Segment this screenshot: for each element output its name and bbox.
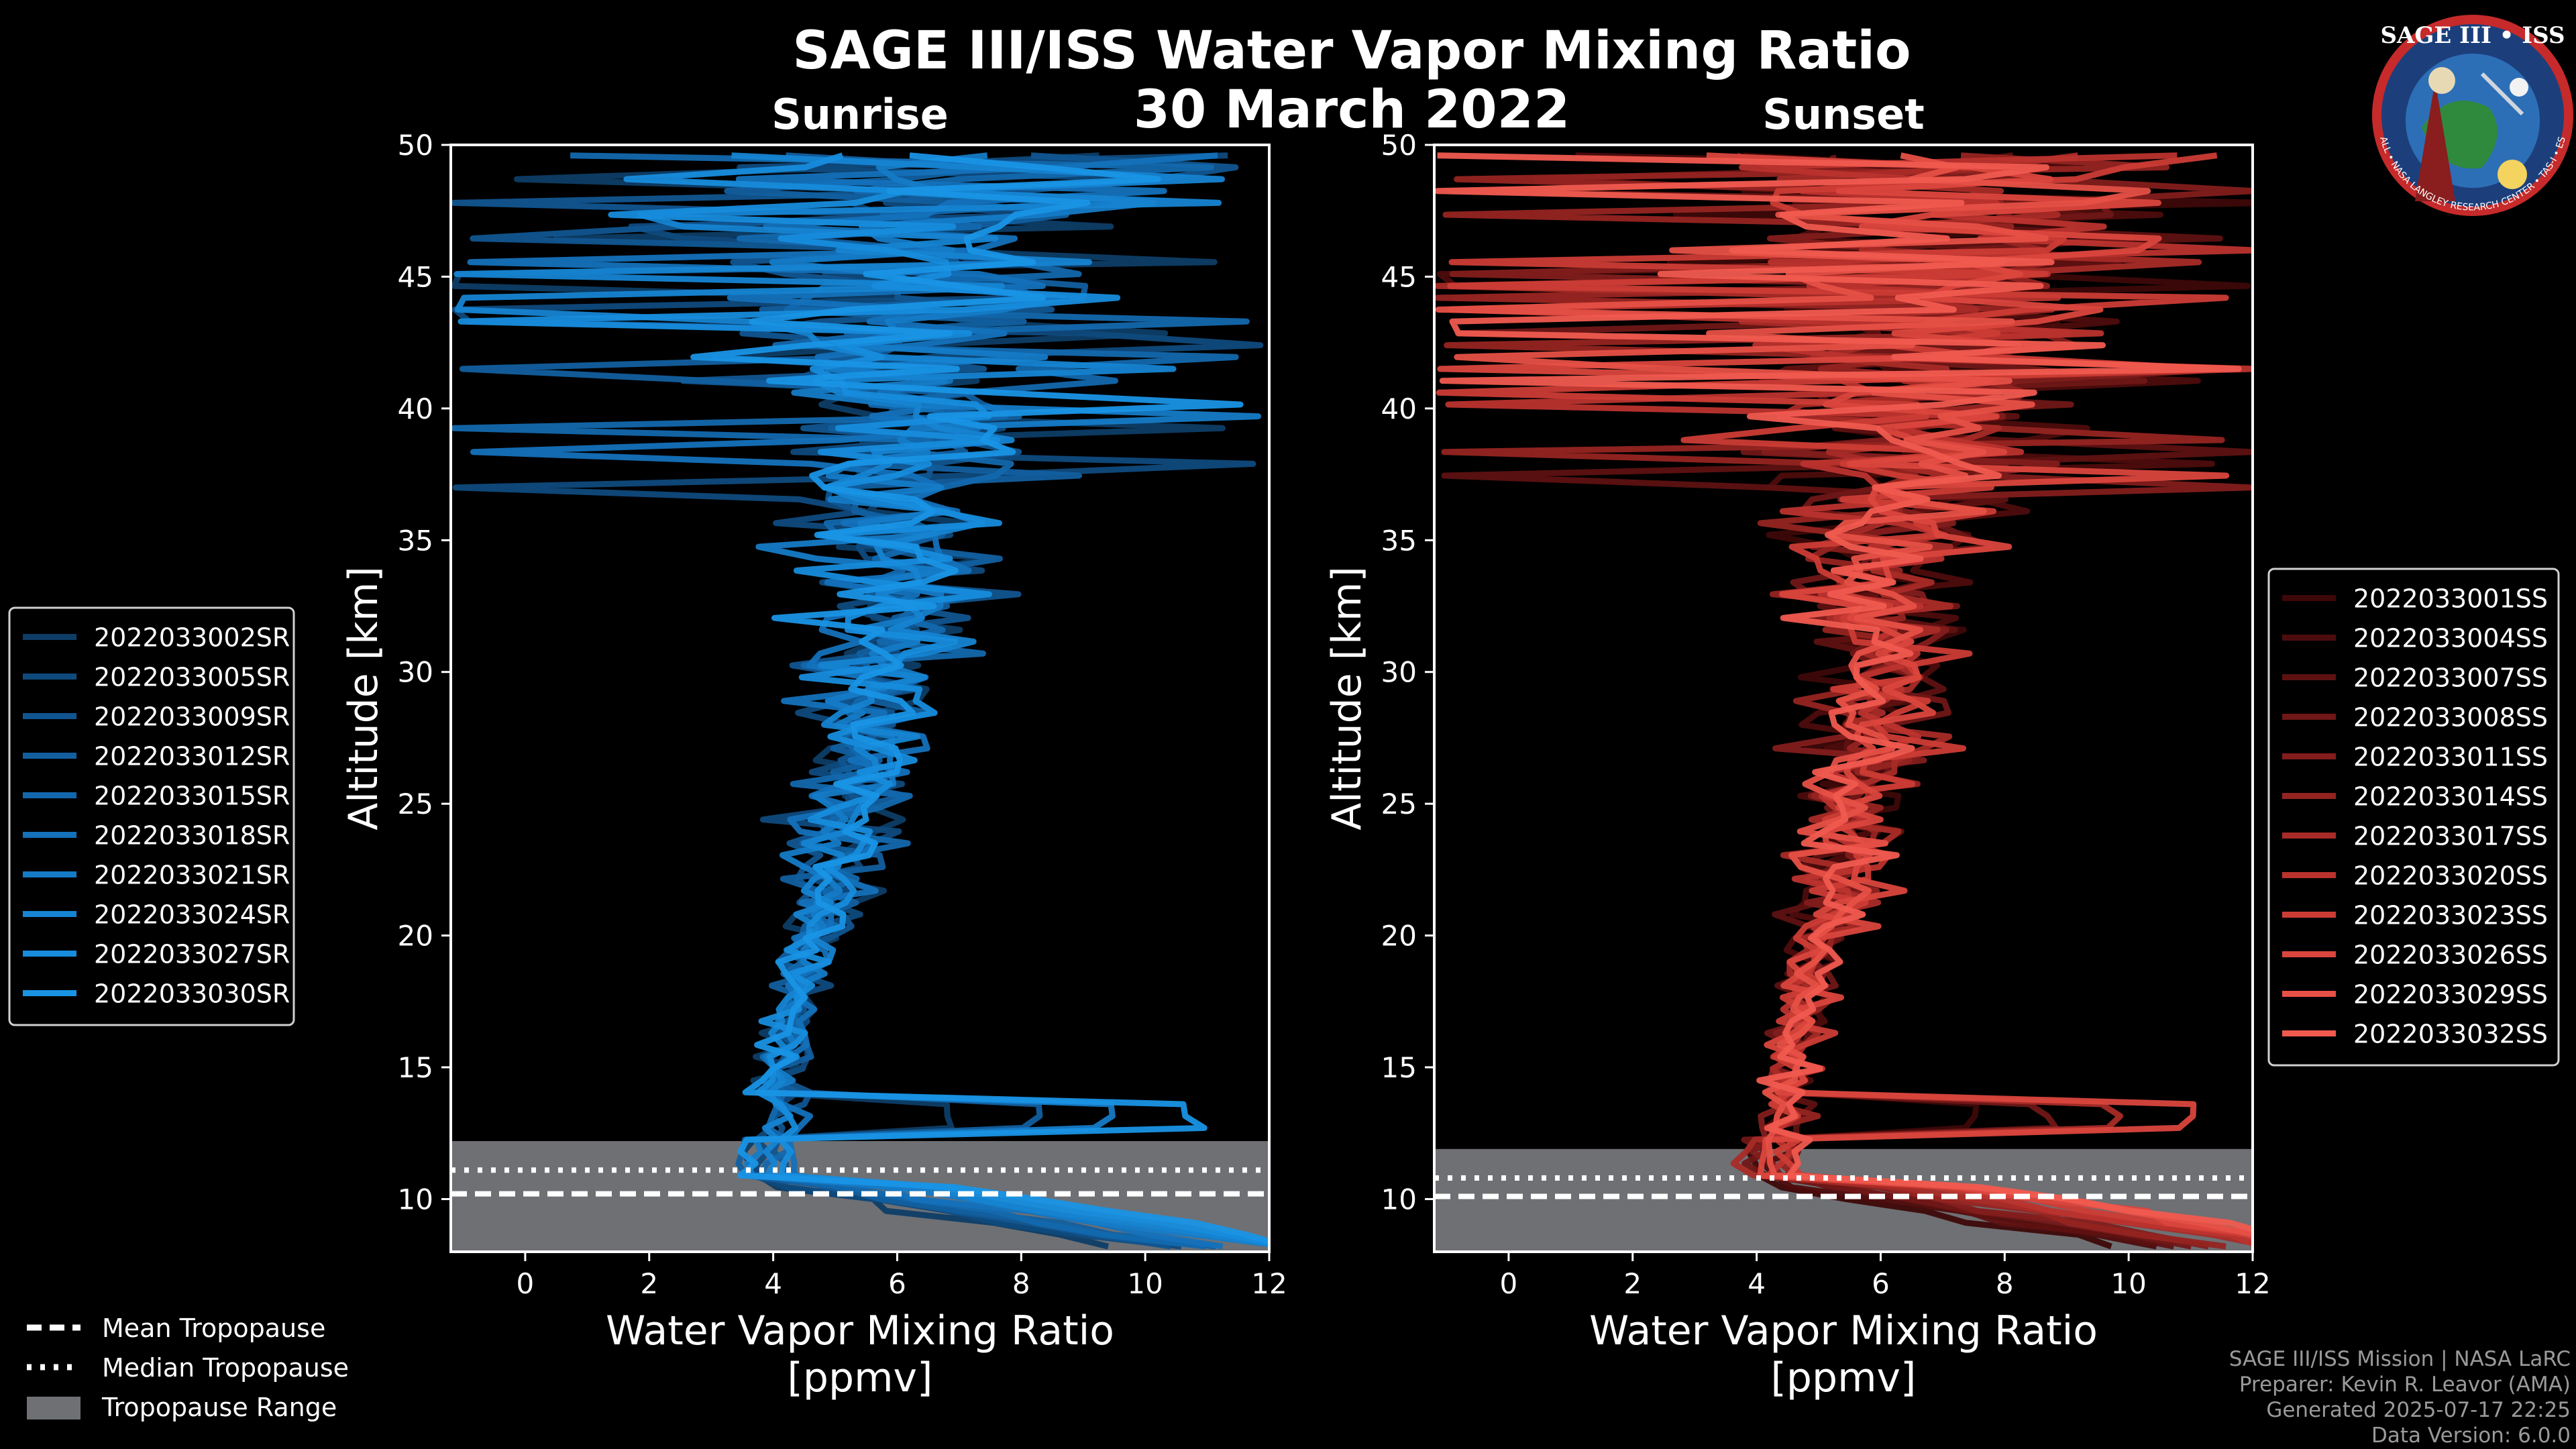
- y-axis-label: Altitude [km]: [340, 566, 387, 830]
- legend-box: [8, 606, 295, 1026]
- x-tick-label: 4: [764, 1267, 782, 1300]
- credit-data-version: Data Version: 6.0.0: [2371, 1424, 2571, 1448]
- legend-label-2022033011SS: 2022033011SS: [2353, 743, 2548, 772]
- legend-label-2022033029SS: 2022033029SS: [2353, 980, 2548, 1010]
- legend-label-2022033014SS: 2022033014SS: [2353, 782, 2548, 812]
- legend-label-2022033008SS: 2022033008SS: [2353, 703, 2548, 733]
- x-axis-label: Water Vapor Mixing Ratio: [1589, 1307, 2098, 1354]
- y-tick-label: 30: [1381, 656, 1417, 689]
- chart-title: SAGE III/ISS Water Vapor Mixing Ratio: [792, 21, 1911, 81]
- legend-box: [2267, 568, 2560, 1067]
- legend-label-2022033023SS: 2022033023SS: [2353, 901, 2548, 930]
- credit-mission: SAGE III/ISS Mission | NASA LaRC: [2229, 1347, 2571, 1371]
- series-line-2022033030SR: [690, 152, 1269, 1244]
- credit-generated: Generated 2025-07-17 22:25: [2266, 1398, 2571, 1422]
- chart-subtitle: 30 March 2022: [1134, 80, 1570, 140]
- x-tick-label: 0: [1500, 1267, 1518, 1300]
- y-tick-label: 25: [398, 788, 433, 820]
- x-tick-label: 6: [888, 1267, 906, 1300]
- legend-tropopause-range-label: Tropopause Range: [101, 1393, 337, 1422]
- y-tick-label: 10: [398, 1183, 433, 1216]
- tropopause-legend: Mean Tropopause Median Tropopause Tropop…: [27, 1313, 349, 1422]
- sunset-panel: 0 2 4 6 8 10 12 10 15 20 25 30 35 40 45 50 Water Vapor M…: [1324, 129, 2271, 1401]
- y-tick-label: 15: [1381, 1051, 1417, 1084]
- y-tick-label: 35: [1381, 524, 1417, 557]
- x-tick-label: 12: [1251, 1267, 1287, 1300]
- legend-label-2022033032SS: 2022033032SS: [2353, 1020, 2548, 1049]
- x-tick-label: 2: [1623, 1267, 1642, 1300]
- legend-label-2022033012SR: 2022033012SR: [94, 742, 290, 771]
- y-tick-label: 10: [1381, 1183, 1417, 1216]
- x-axis-unit-label: [ppmv]: [1771, 1354, 1917, 1401]
- legend-label-2022033018SR: 2022033018SR: [94, 821, 290, 851]
- y-tick-label: 45: [398, 260, 433, 293]
- logo-text: SAGE III • ISS: [2380, 22, 2565, 49]
- sunrise-legend: 2022033002SR 2022033005SR 2022033009SR 2022…: [8, 606, 295, 1026]
- y-tick-label: 45: [1381, 260, 1417, 293]
- legend-median-tropopause-label: Median Tropopause: [102, 1353, 349, 1383]
- plot-frame: [449, 144, 1271, 1253]
- panel-title-sunrise: Sunrise: [771, 90, 949, 139]
- legend-label-2022033007SS: 2022033007SS: [2353, 663, 2548, 693]
- legend-label-2022033021SR: 2022033021SR: [94, 861, 290, 890]
- legend-tropopause-range-swatch: [27, 1397, 80, 1419]
- plot-area: [1434, 152, 2253, 1252]
- y-tick-label: 15: [398, 1051, 433, 1084]
- x-tick-label: 6: [1872, 1267, 1890, 1300]
- credit-preparer: Preparer: Kevin R. Leavor (AMA): [2239, 1373, 2571, 1397]
- plot-area: [451, 152, 1269, 1252]
- x-tick-label: 10: [2110, 1267, 2146, 1300]
- sunrise-panel: 0 2 4 6 8 10 12 10 15 20 25 30 35 40 45 50 Water Vapor M…: [340, 129, 1287, 1401]
- y-tick-label: 30: [398, 656, 433, 689]
- legend-label-2022033017SS: 2022033017SS: [2353, 822, 2548, 851]
- legend-label-2022033027SR: 2022033027SR: [94, 940, 290, 969]
- legend-label-2022033015SR: 2022033015SR: [94, 782, 290, 811]
- panel-title-sunset: Sunset: [1762, 90, 1925, 139]
- x-tick-label: 2: [640, 1267, 658, 1300]
- legend-label-2022033004SS: 2022033004SS: [2353, 624, 2548, 653]
- y-tick-label: 50: [398, 129, 433, 162]
- legend-label-2022033030SR: 2022033030SR: [94, 979, 290, 1009]
- sunset-legend: 2022033001SS 2022033004SS 2022033007SS 2022…: [2267, 568, 2560, 1067]
- legend-mean-tropopause-label: Mean Tropopause: [102, 1313, 325, 1343]
- x-tick-label: 4: [1748, 1267, 1766, 1300]
- y-tick-label: 20: [398, 920, 433, 953]
- y-tick-label: 40: [1381, 392, 1417, 425]
- x-axis-label: Water Vapor Mixing Ratio: [606, 1307, 1114, 1354]
- y-tick-label: 50: [1381, 129, 1417, 162]
- legend-label-2022033002SR: 2022033002SR: [94, 623, 290, 653]
- y-tick-label: 20: [1381, 920, 1417, 953]
- x-tick-label: 12: [2235, 1267, 2270, 1300]
- legend-label-2022033024SR: 2022033024SR: [94, 900, 290, 930]
- y-tick-label: 25: [1381, 788, 1417, 820]
- legend-label-2022033005SR: 2022033005SR: [94, 663, 290, 692]
- x-tick-label: 0: [517, 1267, 535, 1300]
- series-line-2022033032SS: [1434, 152, 2253, 1233]
- y-axis-label: Altitude [km]: [1324, 566, 1371, 830]
- legend-label-2022033009SR: 2022033009SR: [94, 702, 290, 732]
- legend-label-2022033020SS: 2022033020SS: [2353, 861, 2548, 891]
- y-tick-label: 40: [398, 392, 433, 425]
- x-axis-unit-label: [ppmv]: [788, 1354, 933, 1401]
- x-tick-label: 10: [1127, 1267, 1163, 1300]
- plot-frame: [1433, 144, 2254, 1253]
- legend-label-2022033026SS: 2022033026SS: [2353, 941, 2548, 970]
- x-tick-label: 8: [1012, 1267, 1030, 1300]
- y-tick-label: 35: [398, 524, 433, 557]
- legend-label-2022033001SS: 2022033001SS: [2353, 584, 2548, 614]
- x-tick-label: 8: [1996, 1267, 2014, 1300]
